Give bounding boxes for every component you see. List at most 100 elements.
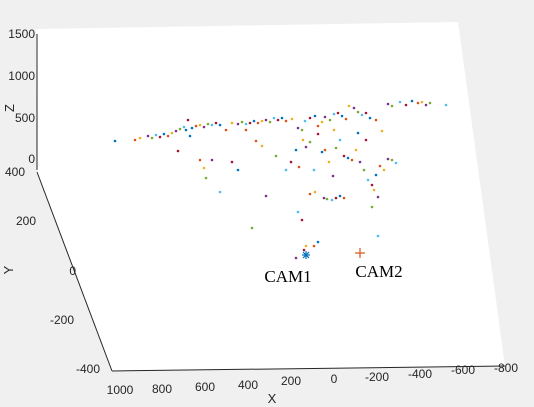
scatter-point <box>308 192 312 196</box>
scatter-point <box>352 106 356 110</box>
scatter-point <box>244 128 248 132</box>
scatter-point <box>198 158 202 162</box>
scatter-point <box>386 157 390 161</box>
plot-area <box>36 22 505 371</box>
scatter-point <box>346 156 350 160</box>
y-tick-label: -400 <box>76 362 100 376</box>
scatter-point <box>264 194 268 198</box>
scatter-point <box>214 121 218 125</box>
z-tick-label: 500 <box>15 111 35 125</box>
y-tick-label: -200 <box>50 313 74 327</box>
scatter-point <box>342 154 346 158</box>
scatter-point <box>138 136 142 140</box>
x-axis-label: X <box>268 391 277 406</box>
scatter-point <box>312 244 316 248</box>
scatter-point <box>354 148 358 152</box>
scatter-point <box>133 138 137 142</box>
scatter-point <box>146 134 150 138</box>
x-tick-label: 400 <box>238 378 258 392</box>
scatter-point <box>158 135 162 139</box>
scatter-point <box>323 115 327 119</box>
y-tick-label: 400 <box>5 165 25 179</box>
scatter-point <box>356 131 360 135</box>
scatter-point <box>294 148 298 152</box>
scatter-point <box>320 150 324 154</box>
scatter-point <box>284 168 288 172</box>
z-tick-label: 1500 <box>8 27 35 41</box>
scatter-point <box>374 173 378 177</box>
scatter-point <box>300 218 304 222</box>
scatter-point <box>178 127 182 131</box>
x-tick-label: 0 <box>331 372 338 386</box>
cam1-marker <box>302 251 310 259</box>
scatter-point <box>202 125 206 129</box>
tick-labels: 1500 1000 500 0 400 200 0 -200 -400 1000… <box>5 27 518 397</box>
scatter-point <box>336 111 340 115</box>
scatter-point <box>334 196 338 200</box>
scatter-point <box>376 195 380 199</box>
scatter-point <box>364 111 368 115</box>
scatter-point <box>358 160 362 164</box>
scatter-point <box>444 103 448 107</box>
scatter-point <box>162 132 166 136</box>
x-tick-label: 800 <box>152 382 172 396</box>
scatter-point <box>322 196 326 200</box>
cam2-marker <box>355 248 365 258</box>
scatter-point <box>382 168 386 172</box>
scatter-point <box>254 139 258 143</box>
x-tick-label: -600 <box>451 363 475 377</box>
scatter-point <box>206 122 210 126</box>
y-tick-label: 0 <box>69 264 76 278</box>
scatter-point <box>390 158 394 162</box>
scatter-point <box>394 161 398 165</box>
scatter-point <box>316 240 320 244</box>
scatter-point <box>344 117 348 121</box>
z-axis-label: Z <box>2 104 17 112</box>
scatter-point <box>280 116 284 120</box>
scatter-point <box>332 128 336 132</box>
scatter-point <box>244 122 248 126</box>
y-axis-line <box>36 171 113 372</box>
scatter-point <box>398 100 402 104</box>
scatter-point <box>194 124 198 128</box>
scatter-point <box>154 133 158 137</box>
scatter-point <box>150 136 154 140</box>
scatter-point <box>420 100 424 104</box>
scatter-point <box>350 158 354 162</box>
scatter-point <box>300 128 304 132</box>
scatter-point <box>296 210 300 214</box>
scatter-point <box>248 121 252 125</box>
scatter-point <box>356 110 360 114</box>
scatter-point <box>303 119 307 123</box>
scatter-point <box>334 146 338 150</box>
scatter-point <box>230 121 234 125</box>
scatter-point <box>370 205 374 209</box>
scatter-point <box>264 118 268 122</box>
scatter-point <box>268 120 272 124</box>
scatter-point <box>380 129 384 133</box>
scatter-point <box>410 99 414 103</box>
x-axis-line <box>111 365 506 372</box>
scatter-point <box>308 116 312 120</box>
scatter-point <box>174 129 178 133</box>
scatter-point <box>166 134 170 138</box>
scatter-point <box>316 124 320 128</box>
scatter-point <box>113 139 117 143</box>
scatter-point <box>198 123 202 127</box>
scatter-point <box>284 119 288 123</box>
scatter-point <box>250 226 254 230</box>
scatter-point <box>294 256 298 260</box>
scatter-point <box>240 120 244 124</box>
scatter-point <box>428 101 432 105</box>
cam2-label: CAM2 <box>355 262 402 281</box>
scatter-point <box>297 165 301 169</box>
scatter-point <box>390 104 394 108</box>
scatter-point <box>304 244 308 248</box>
scatter-point <box>368 116 372 120</box>
z-tick-label: 1000 <box>8 69 35 83</box>
scatter-point <box>176 149 180 153</box>
scatter-point <box>386 102 390 106</box>
scatter-point <box>424 103 428 107</box>
scatter-point <box>184 128 188 132</box>
scatter-point <box>210 158 214 162</box>
